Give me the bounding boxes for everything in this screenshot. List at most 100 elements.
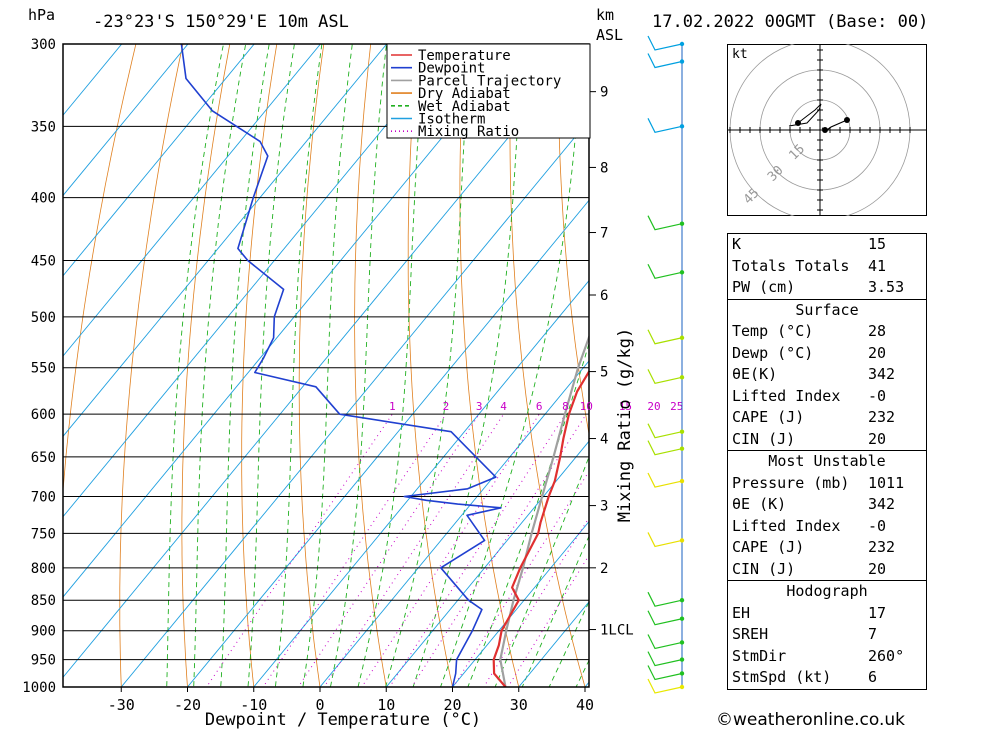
pressure-tick-label: 450 [31,254,56,270]
stat-row: Totals Totals 41 [732,256,887,275]
stat-row: Lifted Index -0 [732,386,887,405]
height-unit: km [596,6,615,24]
wind-barb [647,472,683,488]
most-unstable-title: Most Unstable [768,452,886,470]
wind-barb [647,53,683,69]
wind-barb [647,35,683,51]
height-tick-label: 6 [600,288,608,304]
wet-adiabat [302,44,353,687]
wind-barb [647,665,683,681]
pressure-tick-label: 900 [31,624,56,640]
stat-row: Lifted Index -0 [732,516,887,535]
mixing-ratio-line [205,413,393,687]
stat-row: Dewp (°C) 20 [732,343,887,362]
legend-label: Dry Adiabat [418,86,511,102]
mixing-ratio-axis-title: Mixing Ratio (g/kg) [615,328,635,522]
wind-barb-dot [679,270,685,275]
mixing-ratio-label: 25 [670,400,683,413]
isotherm [63,44,255,277]
wind-barb-dot [679,478,685,484]
height-tick-label: 7 [600,226,608,242]
hodograph: kt 15 30 45 [727,44,927,216]
parcel-trajectory-line [499,333,589,687]
stat-row: CIN (J) 20 [732,429,887,448]
pressure-tick-label: 650 [31,450,56,466]
x-tick-label: 30 [510,696,528,714]
isotherm [186,199,589,687]
height-tick-label: 5 [600,365,608,381]
legend-label: Wet Adiabat [418,99,511,115]
datetime-title: 17.02.2022 00GMT (Base: 00) [652,12,929,32]
pressure-tick-label: 800 [31,561,56,577]
plot-frame [62,43,590,688]
wind-barb [647,610,683,626]
mixing-ratio-label: 20 [647,400,660,413]
wind-barb [647,532,683,548]
stats-panel: K 15 Totals Totals 41 PW (cm) 3.53 Surface … [727,233,927,690]
dry-adiabat [963,0,1000,713]
pressure-tick-label: 950 [31,653,56,669]
isotherm [253,279,589,687]
mixing-ratio-label: 8 [562,400,569,413]
wet-adiabat [274,44,323,687]
hodograph-point [844,117,850,123]
pressure-tick-label: 500 [31,310,56,326]
isotherm [63,44,388,438]
pressure-tick-label: 600 [31,407,56,423]
temperature-line [492,369,589,687]
profile-series [180,44,589,687]
stat-row: SREH 7 [732,625,878,643]
stat-row: θE(K) 342 [732,365,896,383]
location-title: -23°23'S 150°29'E 10m ASL [93,12,349,32]
stat-row: CIN (J) 20 [732,559,887,578]
stat-row: StmSpd (kt) 6 [732,668,878,686]
wind-barb [647,440,683,456]
wind-barb [647,118,683,134]
wet-adiabat [412,44,523,687]
dry-adiabat [558,44,589,437]
isotherm [451,520,589,687]
isotherm [0,0,3,713]
height-tick-label: 3 [600,499,608,515]
wet-adiabat [357,44,426,687]
pressure-unit: hPa [28,6,56,24]
wind-barb [647,264,683,279]
legend-label: Dewpoint [418,61,485,77]
mixing-ratio-labels: 1 2 3 4 6 8 10 15 20 25 [389,400,683,413]
x-tick-label: -30 [108,696,135,714]
isotherm [63,44,322,357]
height-tick-label: 4 [600,432,608,448]
credit-text: ©weatheronline.co.uk [716,710,906,730]
mixing-ratio-label: 10 [580,400,593,413]
hodograph-title: Hodograph [786,582,868,600]
stat-row: CAPE (J) 232 [732,408,896,426]
surface-title: Surface [795,300,859,319]
pressure-tick-label: 550 [31,361,56,377]
wind-barb [647,651,683,667]
dry-adiabat [919,0,1000,713]
mixing-ratio-label: 2 [443,400,450,413]
mixing-ratio-lines [205,413,589,687]
stat-row: CAPE (J) 232 [732,538,896,556]
legend-label: Parcel Trajectory [418,73,561,89]
pressure-tick-label: 1000 [22,680,56,696]
pressure-tick-label: 300 [31,37,56,53]
stat-row: θE (K) 342 [732,495,896,513]
stat-row: PW (cm) 3.53 [732,278,905,296]
x-axis-title: Dewpoint / Temperature (°C) [205,710,481,730]
wind-barb [647,369,683,385]
pressure-tick-label: 850 [31,593,56,609]
x-tick-label: 40 [576,696,594,714]
mixing-ratio-label: 15 [619,400,632,413]
legend-label: Mixing Ratio [418,124,519,140]
wind-barb [647,591,683,607]
hodograph-section: Hodograph EH 17 SREH 7 StmDir 260° StmSpd (… [727,580,927,690]
wind-barbs [647,35,685,694]
legend-label: Temperature [418,48,511,64]
mixing-ratio-label: 1 [389,400,396,413]
stat-row: EH 17 [732,603,887,622]
mixing-ratio-label: 3 [476,400,483,413]
wet-adiabat [329,44,387,687]
